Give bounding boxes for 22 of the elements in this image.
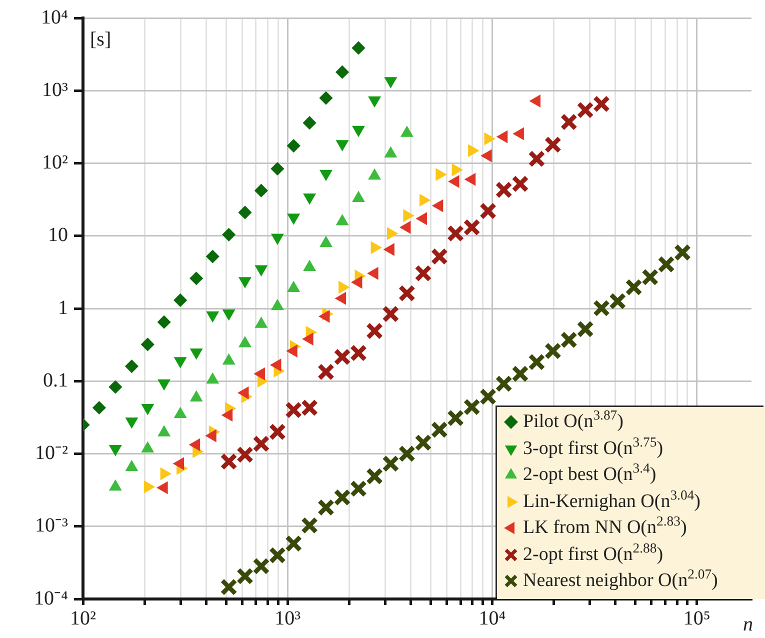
- legend-label: Pilot O(n$^{3.87}$): [523, 408, 624, 434]
- y-tick-label: 10⁻³: [35, 514, 68, 537]
- y-tick-label: 10²: [42, 152, 68, 174]
- legend-label: 2-opt first O(n$^{2.88}$): [523, 540, 664, 566]
- legend-label: Nearest neighbor O(n$^{2.07}$): [523, 566, 718, 592]
- y-tick-label: 10⁻²: [35, 442, 68, 464]
- y-tick-label: 10⁻⁴: [34, 587, 68, 610]
- y-tick-label: 0.1: [43, 369, 68, 392]
- legend-label: Lin-Kernighan O(n$^{3.04}$): [523, 487, 700, 513]
- x-tick-label: 10³: [274, 607, 301, 630]
- legend-label: LK from NN O(n$^{2.83}$): [523, 514, 687, 540]
- legend-label: 3-opt first O(n$^{3.75}$): [523, 434, 664, 460]
- y-tick-label: 10: [48, 224, 68, 246]
- y-tick-label: 10⁴: [41, 6, 68, 28]
- y-tick-label: 10³: [42, 78, 68, 101]
- x-tick-label: 10⁴: [478, 607, 506, 630]
- x-axis-title: n: [743, 613, 753, 636]
- y-tick-label: 1: [58, 296, 68, 319]
- y-axis-title: [s]: [90, 28, 112, 50]
- x-tick-label: 10⁵: [683, 607, 710, 630]
- x-tick-label: 10²: [70, 607, 96, 630]
- legend-label: 2-opt best O(n$^{3.4}$): [523, 460, 656, 486]
